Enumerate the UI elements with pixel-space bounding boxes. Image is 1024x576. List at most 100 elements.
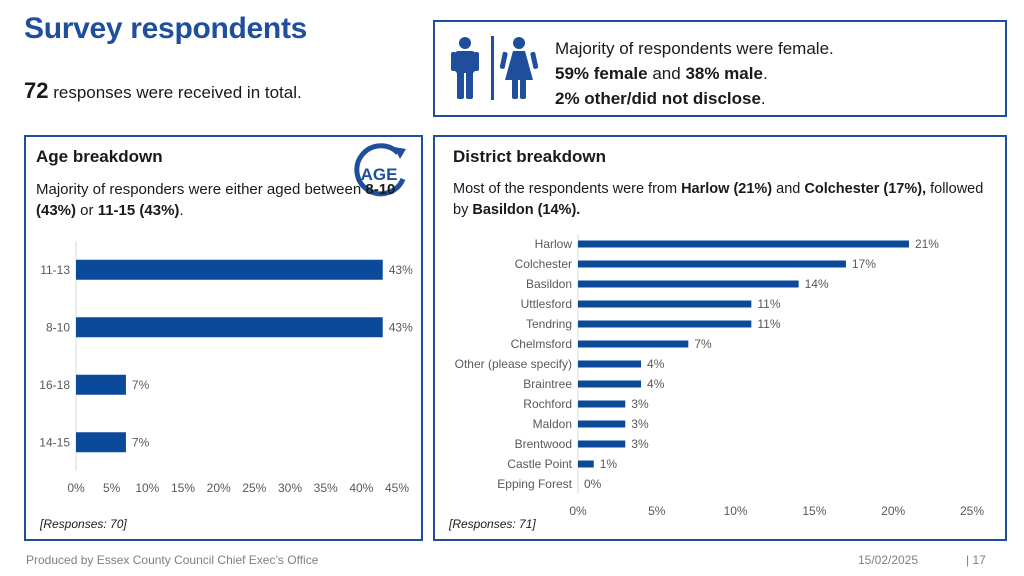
x-tick-label-0: 0% [67, 481, 85, 495]
bar-7 [578, 380, 642, 388]
category-label-9: Maldon [533, 417, 572, 431]
age-badge-icon: AGE [354, 143, 406, 197]
footer-produced-by: Produced by Essex County Council Chief E… [26, 553, 319, 567]
gender-line-1: Majority of respondents were female. [555, 39, 834, 58]
category-label-1: 8-10 [46, 320, 70, 334]
value-label-1: 43% [389, 320, 413, 334]
value-label-9: 3% [631, 417, 649, 431]
x-tick-label-4: 20% [207, 481, 231, 495]
value-label-0: 43% [389, 263, 413, 277]
district-desc-bold-3: Basildon (14%). [472, 202, 581, 218]
gender-line-2: 59% female and 38% male. [555, 61, 834, 86]
value-label-1: 17% [852, 257, 876, 271]
district-desc-bold-2: Colchester (17%), [804, 181, 927, 197]
bar-2 [578, 280, 799, 288]
x-tick-label-2: 10% [135, 481, 159, 495]
x-tick-label-6: 30% [278, 481, 302, 495]
value-label-8: 3% [631, 397, 649, 411]
gender-icons [451, 36, 539, 100]
district-panel-title: District breakdown [453, 147, 607, 166]
category-label-8: Rochford [523, 397, 572, 411]
bar-4 [578, 320, 752, 328]
gender-period-2: . [760, 89, 766, 108]
category-label-3: 14-15 [39, 435, 70, 449]
category-label-0: 11-13 [40, 263, 70, 277]
district-responses-note: [Responses: 71] [449, 517, 536, 531]
district-desc-and: and [772, 181, 805, 197]
bar-0 [76, 259, 383, 280]
value-label-10: 3% [631, 437, 649, 451]
bar-6 [578, 360, 642, 368]
value-label-3: 7% [132, 435, 150, 449]
x-tick-label-7: 35% [314, 481, 338, 495]
age-panel: Age breakdown AGE Majority of responders… [24, 135, 423, 541]
bar-3 [76, 432, 126, 453]
x-tick-label-3: 15% [171, 481, 195, 495]
value-label-5: 7% [694, 337, 712, 351]
bar-8 [578, 400, 626, 408]
footer-date: 15/02/2025 [858, 553, 919, 567]
age-desc-bold-1: 8-10 (43%) [36, 181, 396, 219]
category-label-10: Brentwood [515, 437, 572, 451]
bar-10 [578, 440, 626, 448]
value-label-11: 1% [600, 457, 618, 471]
total-responses-line: 72 responses were received in total. [24, 78, 302, 104]
age-desc-bold-2: 11-15 (43%) [97, 202, 180, 219]
divider-line [491, 36, 494, 100]
value-label-6: 4% [647, 357, 665, 371]
male-share: 38% male [685, 64, 763, 83]
category-label-0: Harlow [535, 237, 573, 251]
gender-period-1: . [762, 64, 768, 83]
gender-box: Majority of respondents were female. 59%… [433, 20, 1007, 117]
district-desc-bold-1: Harlow (21%) [681, 181, 773, 197]
gender-line-3: 2% other/did not disclose. [555, 86, 834, 111]
category-label-7: Braintree [523, 377, 572, 391]
value-label-3: 11% [757, 297, 780, 311]
category-label-12: Epping Forest [497, 477, 572, 491]
x-tick-label-2: 10% [724, 504, 748, 518]
footer-page-number: | 17 [966, 553, 986, 567]
x-tick-label-3: 15% [802, 504, 826, 518]
x-tick-label-5: 25% [960, 504, 984, 518]
value-label-7: 4% [647, 377, 665, 391]
bar-9 [578, 420, 626, 428]
district-panel: District breakdown Most of the responden… [433, 135, 1007, 541]
other-share: 2% other/did not disclose [555, 89, 761, 108]
value-label-12: 0% [584, 477, 602, 491]
age-badge-label: AGE [361, 165, 398, 184]
male-icon [451, 37, 479, 99]
category-label-11: Castle Point [507, 457, 572, 471]
age-desc-end: . [179, 202, 184, 219]
female-icon [499, 37, 539, 99]
bar-11 [578, 460, 594, 468]
bar-3 [578, 300, 752, 308]
category-label-4: Tendring [526, 317, 572, 331]
gender-summary: Majority of respondents were female. 59%… [555, 36, 834, 111]
x-tick-label-9: 45% [385, 481, 409, 495]
age-chart: 11-13 43% 8-10 43% 16-18 7% 14-15 7% 0% 5% 10% 15% 2… [39, 241, 413, 495]
page-title: Survey respondents [24, 12, 308, 45]
x-tick-label-4: 20% [881, 504, 905, 518]
gender-and: and [647, 64, 686, 83]
bar-2 [76, 374, 126, 395]
category-label-1: Colchester [515, 257, 572, 271]
district-desc-text-1: Most of the respondents were from [453, 181, 682, 197]
value-label-2: 7% [132, 378, 150, 392]
bar-1 [578, 260, 846, 268]
x-tick-label-8: 40% [349, 481, 373, 495]
age-desc-text-1: Majority of responders were either aged … [36, 181, 366, 198]
district-description: Most of the respondents were from Harlow… [453, 179, 993, 221]
bar-0 [578, 240, 909, 248]
value-label-4: 11% [757, 317, 780, 331]
value-label-2: 14% [805, 277, 829, 291]
district-chart: Harlow 21% Colchester 17% Basildon 14% Uttlesf… [455, 234, 984, 518]
female-share: 59% female [555, 64, 648, 83]
bar-1 [76, 317, 383, 338]
total-text: responses were received in total. [48, 83, 302, 102]
x-tick-label-1: 5% [103, 481, 121, 495]
total-count: 72 [24, 78, 49, 103]
age-responses-note: [Responses: 70] [40, 517, 127, 531]
x-tick-label-0: 0% [569, 504, 587, 518]
district-desc-mid: followed by [453, 181, 984, 218]
category-label-3: Uttlesford [521, 297, 572, 311]
